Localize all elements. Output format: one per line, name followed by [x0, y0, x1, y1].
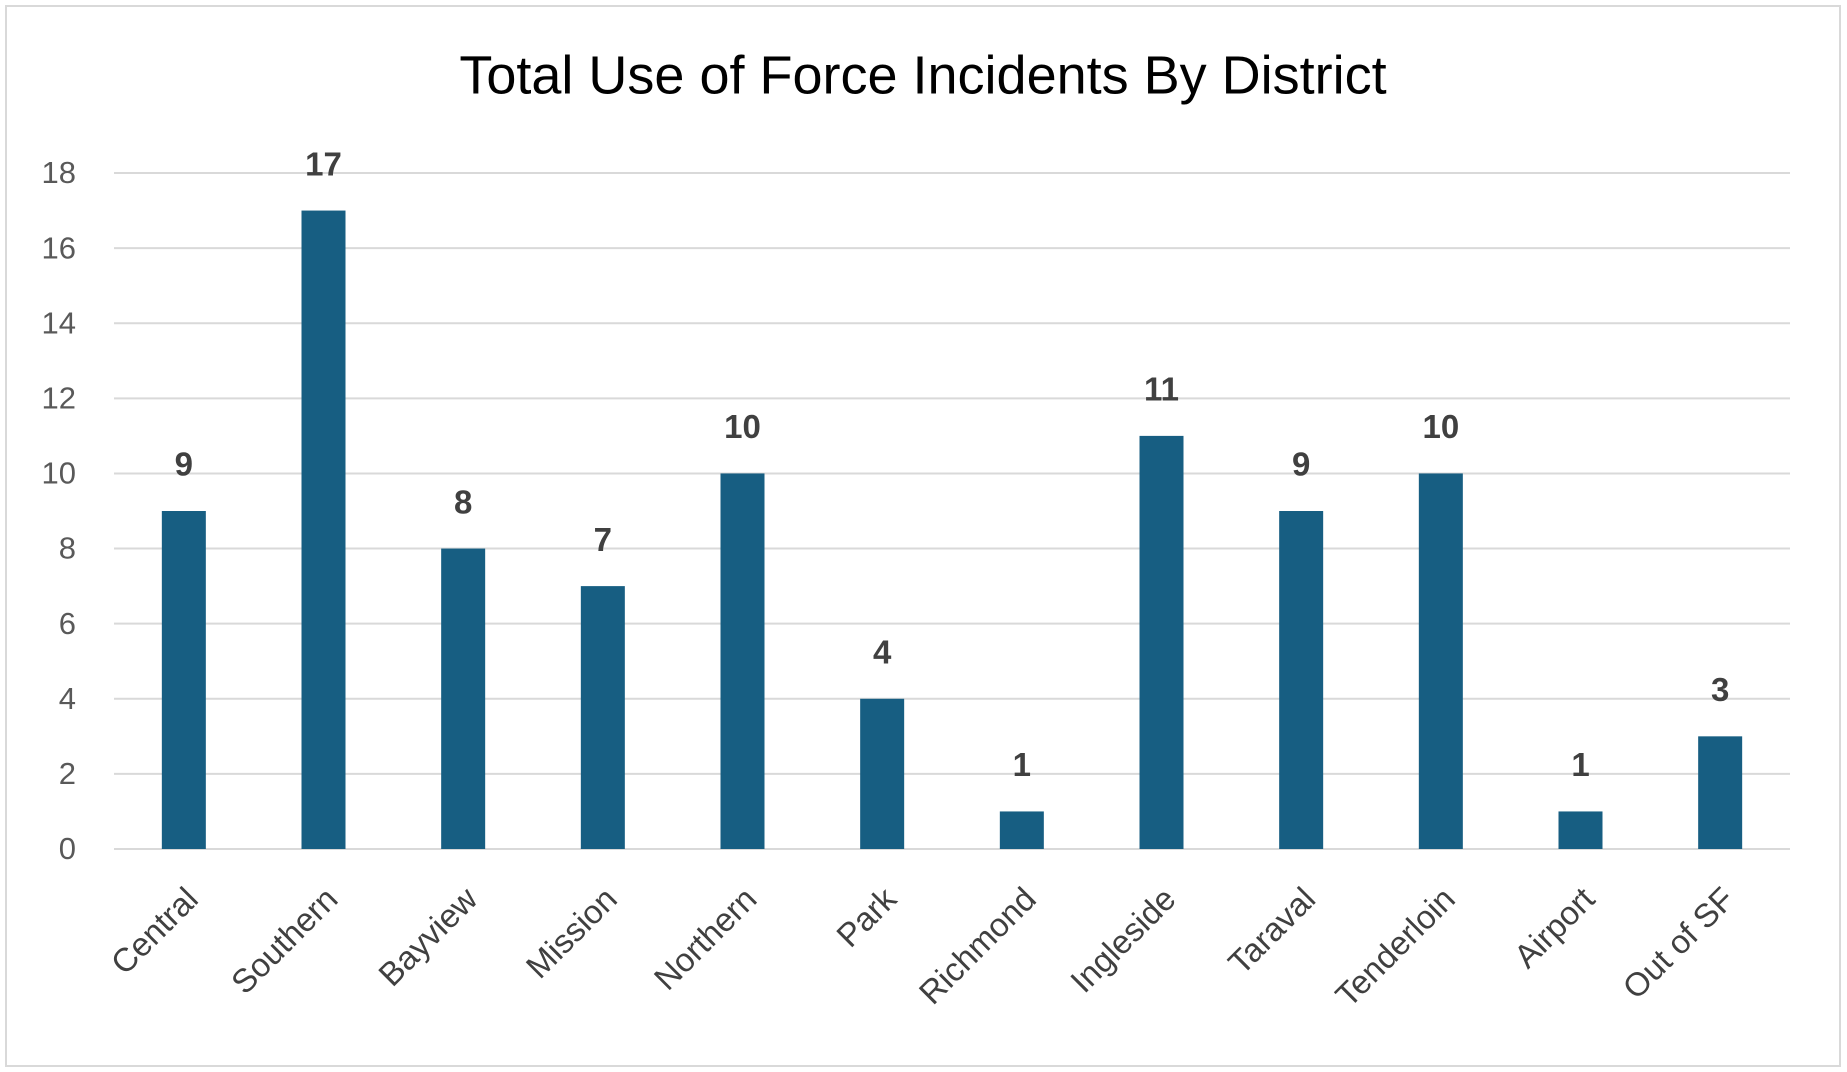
- bar: [1139, 435, 1184, 849]
- value-label: 9: [175, 446, 193, 483]
- value-label: 1: [1571, 746, 1589, 783]
- bar: [580, 586, 625, 849]
- bar: [1558, 811, 1603, 849]
- y-tick-label: 2: [59, 756, 76, 791]
- value-label: 10: [724, 408, 761, 445]
- bar: [301, 210, 346, 850]
- value-label: 1: [1013, 746, 1031, 783]
- bar: [720, 473, 765, 849]
- y-tick-label: 6: [59, 606, 76, 641]
- value-label: 17: [305, 145, 342, 182]
- value-label: 9: [1292, 446, 1310, 483]
- value-label: 4: [873, 633, 892, 670]
- bar: [1418, 473, 1463, 849]
- bar: [1698, 736, 1743, 849]
- y-tick-label: 14: [42, 305, 76, 340]
- bar: [1279, 511, 1324, 849]
- y-tick-label: 8: [59, 531, 76, 566]
- bar: [161, 511, 206, 849]
- bar: [999, 811, 1044, 849]
- y-tick-label: 4: [59, 681, 76, 716]
- value-label: 10: [1422, 408, 1459, 445]
- value-label: 7: [594, 521, 612, 558]
- value-label: 8: [454, 483, 472, 520]
- y-tick-label: 16: [42, 230, 76, 265]
- chart-title: Total Use of Force Incidents By District: [459, 45, 1386, 105]
- y-tick-label: 10: [42, 456, 76, 491]
- value-label: 3: [1711, 671, 1729, 708]
- bar: [860, 698, 905, 849]
- y-tick-label: 0: [59, 831, 76, 866]
- bar: [441, 548, 486, 849]
- y-tick-label: 12: [42, 381, 76, 416]
- value-label: 11: [1144, 371, 1179, 408]
- y-tick-label: 18: [42, 155, 76, 190]
